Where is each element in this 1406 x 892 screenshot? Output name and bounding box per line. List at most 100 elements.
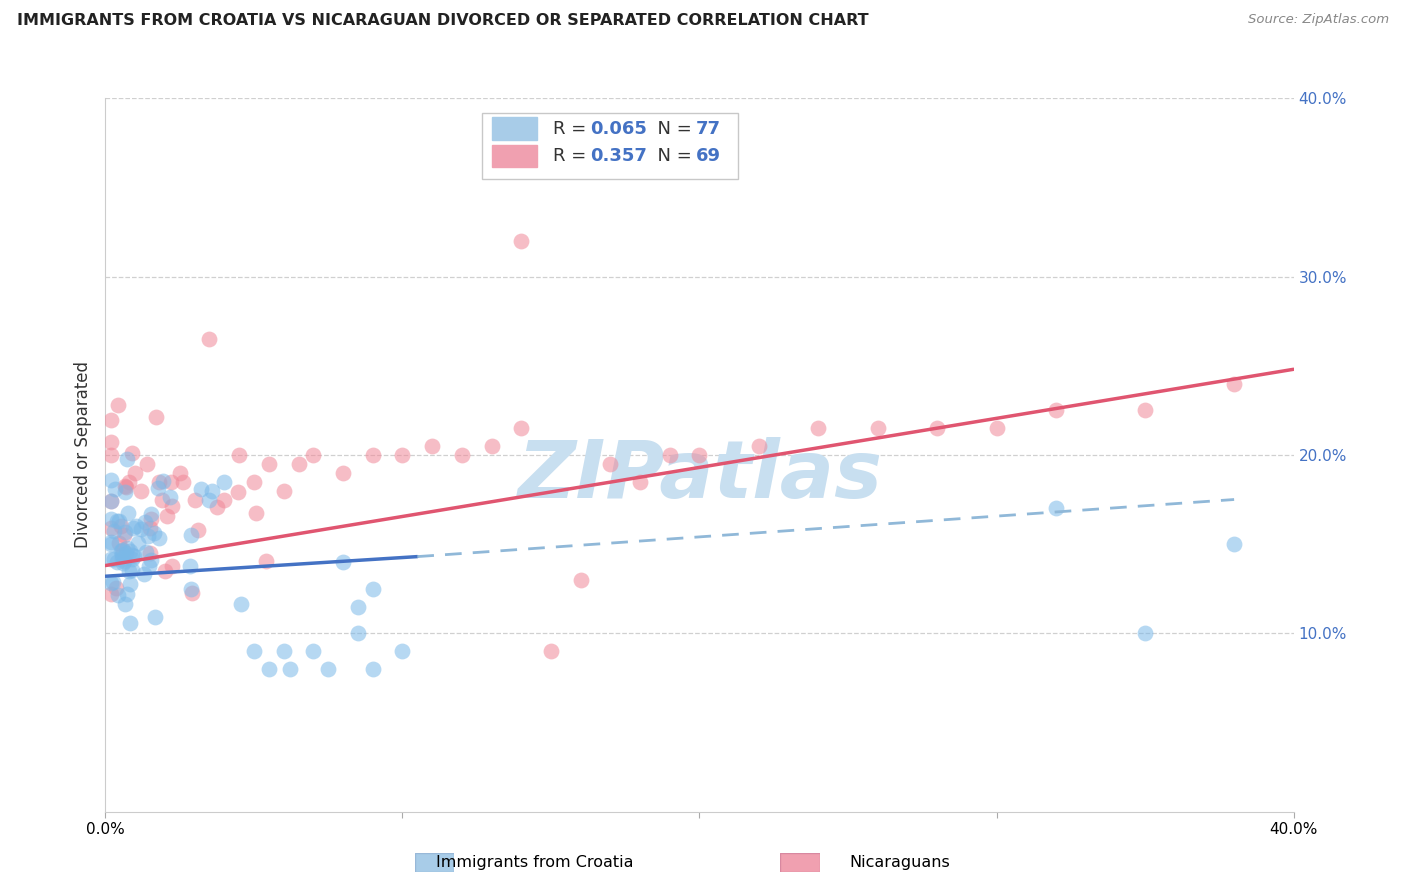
Point — [361, 582, 384, 596]
Point — [347, 599, 370, 614]
Point — [628, 475, 651, 489]
Point — [108, 515, 131, 529]
Point — [134, 515, 156, 529]
Point — [141, 553, 163, 567]
Text: Source: ZipAtlas.com: Source: ZipAtlas.com — [1249, 13, 1389, 27]
Point — [510, 234, 533, 248]
Point — [111, 542, 134, 557]
Point — [391, 644, 413, 658]
Point — [107, 588, 129, 602]
Point — [114, 554, 136, 568]
Point — [226, 485, 249, 500]
Text: N =: N = — [645, 147, 697, 165]
Point — [190, 482, 212, 496]
Point — [332, 466, 354, 480]
Text: 69: 69 — [696, 147, 721, 165]
Point — [138, 558, 160, 573]
Point — [172, 475, 194, 489]
Point — [361, 662, 384, 676]
Point — [481, 439, 503, 453]
Point — [1133, 626, 1156, 640]
Point — [273, 483, 295, 498]
Point — [107, 398, 129, 412]
Point — [257, 457, 280, 471]
Point — [287, 457, 309, 471]
Point — [148, 531, 170, 545]
Point — [198, 492, 221, 507]
Text: 0.065: 0.065 — [591, 120, 647, 137]
Point — [143, 610, 166, 624]
Point — [658, 448, 681, 462]
Point — [100, 575, 122, 590]
Point — [100, 537, 122, 551]
Point — [121, 552, 143, 566]
Point — [243, 644, 266, 658]
Point — [146, 481, 169, 495]
Point — [866, 421, 889, 435]
Point — [107, 536, 129, 550]
Point — [1223, 537, 1246, 551]
Point — [120, 615, 142, 630]
Text: 77: 77 — [696, 120, 721, 137]
Y-axis label: Divorced or Separated: Divorced or Separated — [75, 361, 93, 549]
FancyBboxPatch shape — [492, 145, 537, 168]
Point — [510, 421, 533, 435]
Point — [131, 522, 153, 536]
Point — [273, 644, 295, 658]
FancyBboxPatch shape — [482, 113, 738, 178]
Point — [187, 524, 209, 538]
Point — [114, 597, 136, 611]
Point — [121, 445, 143, 459]
Point — [129, 483, 152, 498]
Point — [153, 564, 176, 578]
Point — [1133, 403, 1156, 417]
Point — [569, 573, 592, 587]
Point — [302, 644, 325, 658]
Point — [111, 549, 134, 563]
Point — [121, 548, 143, 562]
Point — [169, 466, 191, 480]
Point — [257, 662, 280, 676]
Point — [104, 482, 127, 496]
Point — [136, 529, 159, 543]
Text: R =: R = — [554, 120, 592, 137]
Text: R =: R = — [554, 147, 592, 165]
Point — [141, 512, 163, 526]
Point — [228, 448, 250, 462]
Point — [115, 541, 138, 556]
FancyBboxPatch shape — [492, 118, 537, 140]
Point — [986, 421, 1008, 435]
Point — [118, 577, 141, 591]
Point — [540, 644, 562, 658]
Point — [391, 448, 413, 462]
Point — [142, 526, 165, 541]
Point — [254, 554, 277, 568]
Point — [181, 585, 204, 599]
Point — [100, 587, 122, 601]
Point — [115, 546, 138, 560]
Point — [198, 332, 221, 346]
Point — [1045, 403, 1067, 417]
Point — [118, 475, 141, 489]
Point — [122, 549, 145, 563]
Point — [120, 544, 142, 558]
Point — [132, 567, 155, 582]
Text: Immigrants from Croatia: Immigrants from Croatia — [436, 855, 633, 870]
Point — [155, 509, 177, 524]
Point — [231, 597, 253, 611]
Point — [361, 448, 384, 462]
Point — [110, 519, 132, 533]
Point — [243, 475, 266, 489]
Point — [316, 662, 339, 676]
Point — [114, 527, 136, 541]
Point — [599, 457, 621, 471]
Point — [138, 521, 160, 535]
Point — [136, 458, 159, 472]
Point — [117, 452, 139, 467]
Point — [214, 475, 236, 489]
Point — [100, 412, 122, 426]
Point — [302, 448, 325, 462]
Point — [105, 581, 128, 595]
Point — [160, 559, 183, 574]
Point — [214, 492, 236, 507]
